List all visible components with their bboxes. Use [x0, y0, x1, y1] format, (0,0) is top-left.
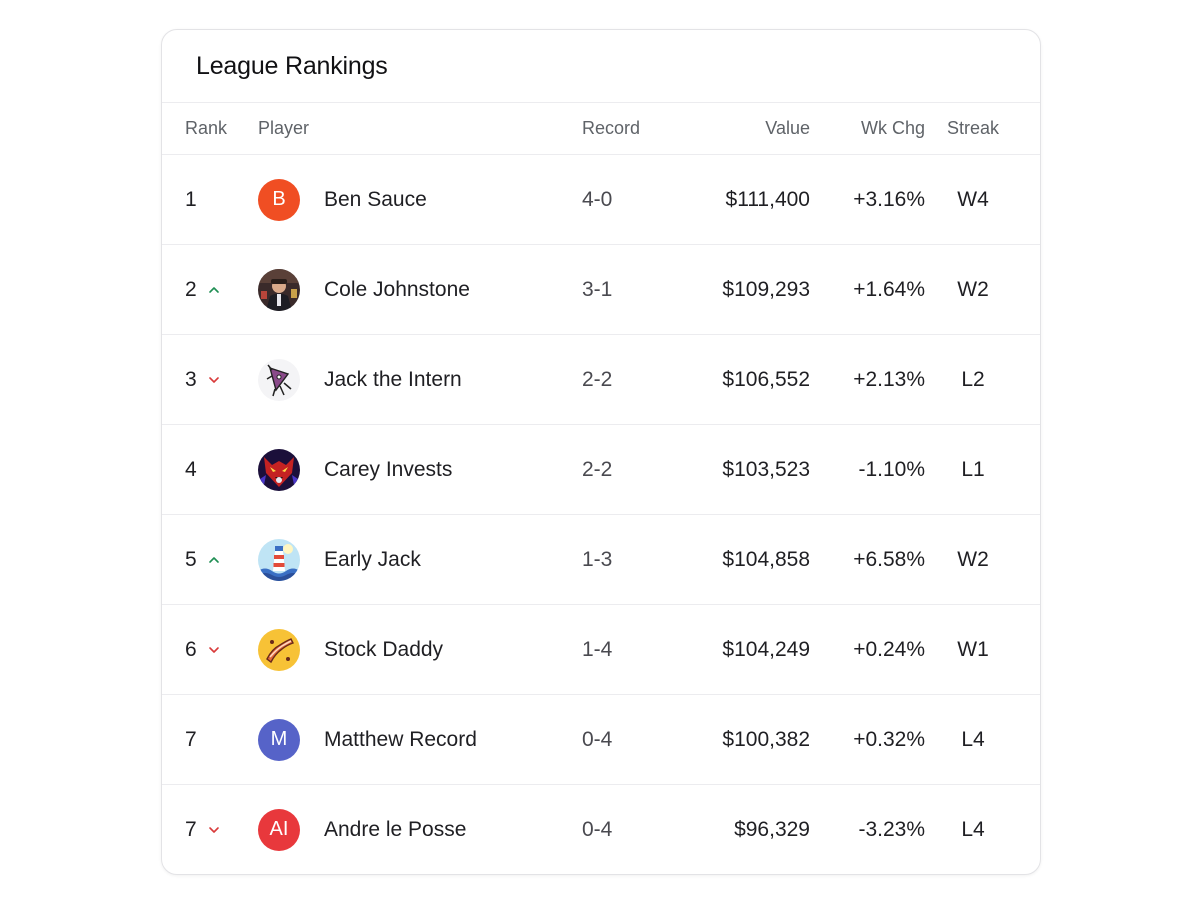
column-header-record[interactable]: Record — [582, 118, 641, 138]
record-cell: 1-3 — [582, 547, 613, 571]
streak-cell: L2 — [961, 367, 985, 391]
avatar-initials: B — [272, 188, 286, 210]
wk-chg-cell: +2.13% — [853, 367, 925, 391]
streak-cell: W2 — [957, 547, 989, 571]
player-name[interactable]: Carey Invests — [324, 457, 453, 481]
avatar-initials: M — [270, 728, 288, 750]
rank-number: 5 — [185, 547, 197, 571]
streak-cell: W1 — [957, 637, 989, 661]
avatar[interactable]: M — [258, 718, 300, 761]
value-cell: $103,523 — [722, 457, 810, 481]
rank-down-chevron-icon — [207, 373, 221, 387]
rank-cell: 4 — [185, 425, 255, 514]
record-cell: 2-2 — [582, 367, 613, 391]
column-header-value[interactable]: Value — [765, 118, 810, 138]
column-header-streak[interactable]: Streak — [946, 118, 1000, 138]
table-row[interactable]: 4 Carey Invests 2-2 $103,523 -1.10% L1 — [162, 425, 1040, 515]
player-name[interactable]: Cole Johnstone — [324, 277, 470, 301]
rank-down-chevron-icon — [207, 823, 221, 837]
player-cell[interactable]: Carey Invests — [258, 425, 558, 514]
column-header-wk-chg[interactable]: Wk Chg — [860, 118, 925, 138]
table-row[interactable]: 2 Cole Johnstone 3-1 $109,293 +1.64% W2 — [162, 245, 1040, 335]
wk-chg-cell: +3.16% — [853, 187, 925, 211]
card-title: League Rankings — [162, 30, 1040, 103]
streak-cell: L4 — [961, 727, 985, 751]
wk-chg-cell: +1.64% — [853, 277, 925, 301]
value-cell: $109,293 — [722, 277, 810, 301]
wk-chg-cell: +0.32% — [853, 727, 925, 751]
record-cell: 0-4 — [582, 817, 613, 841]
cartoon-character-avatar[interactable] — [258, 358, 300, 401]
rank-cell: 5 — [185, 515, 255, 604]
streak-cell: L4 — [961, 817, 985, 841]
record-cell: 2-2 — [582, 457, 613, 481]
table-body: 1 B Ben Sauce 4-0 $111,400 +3.16% W4 2 Cole John… — [162, 155, 1040, 874]
table-row[interactable]: 6 Stock Daddy 1-4 $104,249 +0.24% W1 — [162, 605, 1040, 695]
table-row[interactable]: 7 M Matthew Record 0-4 $100,382 +0.32% L4 — [162, 695, 1040, 785]
avatar[interactable]: AI — [258, 808, 300, 851]
wk-chg-cell: -3.23% — [858, 817, 925, 841]
player-cell[interactable]: Stock Daddy — [258, 605, 558, 694]
player-cell[interactable]: Jack the Intern — [258, 335, 558, 424]
player-cell[interactable]: M Matthew Record — [258, 695, 558, 784]
rank-number: 6 — [185, 637, 197, 661]
table-row[interactable]: 1 B Ben Sauce 4-0 $111,400 +3.16% W4 — [162, 155, 1040, 245]
value-cell: $111,400 — [725, 187, 810, 211]
rank-number: 4 — [185, 457, 197, 481]
player-name[interactable]: Stock Daddy — [324, 637, 444, 661]
record-cell: 1-4 — [582, 637, 613, 661]
bacon-avatar[interactable] — [258, 628, 300, 671]
value-cell: $104,858 — [722, 547, 810, 571]
rank-number: 7 — [185, 727, 197, 751]
player-name[interactable]: Ben Sauce — [324, 187, 427, 211]
player-name[interactable]: Jack the Intern — [324, 367, 462, 391]
value-cell: $106,552 — [722, 367, 810, 391]
avatar-initials: AI — [269, 818, 289, 840]
value-cell: $104,249 — [722, 637, 810, 661]
table-row[interactable]: 5 Early Jack 1-3 $104,858 +6.58% W2 — [162, 515, 1040, 605]
streak-cell: W4 — [957, 187, 989, 211]
column-header-player[interactable]: Player — [258, 118, 310, 138]
avatar[interactable]: B — [258, 178, 300, 221]
rank-number: 2 — [185, 277, 197, 301]
streak-cell: W2 — [957, 277, 989, 301]
player-name[interactable]: Matthew Record — [324, 727, 477, 751]
rank-up-chevron-icon — [207, 283, 221, 297]
wk-chg-cell: +0.24% — [853, 637, 925, 661]
rank-number: 1 — [185, 187, 197, 211]
player-cell[interactable]: Cole Johnstone — [258, 245, 558, 334]
player-cell[interactable]: B Ben Sauce — [258, 155, 558, 244]
rank-cell: 6 — [185, 605, 255, 694]
rank-number: 7 — [185, 817, 197, 841]
rank-number: 3 — [185, 367, 197, 391]
player-cell[interactable]: Early Jack — [258, 515, 558, 604]
column-header-rank[interactable]: Rank — [185, 118, 228, 138]
table-row[interactable]: 3 Jack the Intern 2-2 $106,552 +2.13% L2 — [162, 335, 1040, 425]
rank-cell: 3 — [185, 335, 255, 424]
rank-down-chevron-icon — [207, 643, 221, 657]
league-rankings-card: League Rankings Rank Player Record Value… — [161, 29, 1041, 875]
red-wolf-avatar[interactable] — [258, 448, 300, 491]
streak-cell: L1 — [961, 457, 985, 481]
player-cell[interactable]: AI Andre le Posse — [258, 785, 558, 874]
record-cell: 4-0 — [582, 187, 613, 211]
wk-chg-cell: +6.58% — [853, 547, 925, 571]
rank-up-chevron-icon — [207, 553, 221, 567]
table-header-row: Rank Player Record Value Wk Chg Streak — [162, 103, 1040, 155]
player-name[interactable]: Early Jack — [324, 547, 421, 571]
player-name[interactable]: Andre le Posse — [324, 817, 467, 841]
wk-chg-cell: -1.10% — [858, 457, 925, 481]
value-cell: $96,329 — [734, 817, 810, 841]
rank-cell: 1 — [185, 155, 255, 244]
record-cell: 0-4 — [582, 727, 613, 751]
lighthouse-avatar[interactable] — [258, 538, 300, 581]
rank-cell: 2 — [185, 245, 255, 334]
rank-cell: 7 — [185, 695, 255, 784]
value-cell: $100,382 — [722, 727, 810, 751]
record-cell: 3-1 — [582, 277, 613, 301]
portrait-photo-avatar[interactable] — [258, 268, 300, 311]
table-row[interactable]: 7 AI Andre le Posse 0-4 $96,329 -3.23% L4 — [162, 785, 1040, 874]
rank-cell: 7 — [185, 785, 255, 874]
